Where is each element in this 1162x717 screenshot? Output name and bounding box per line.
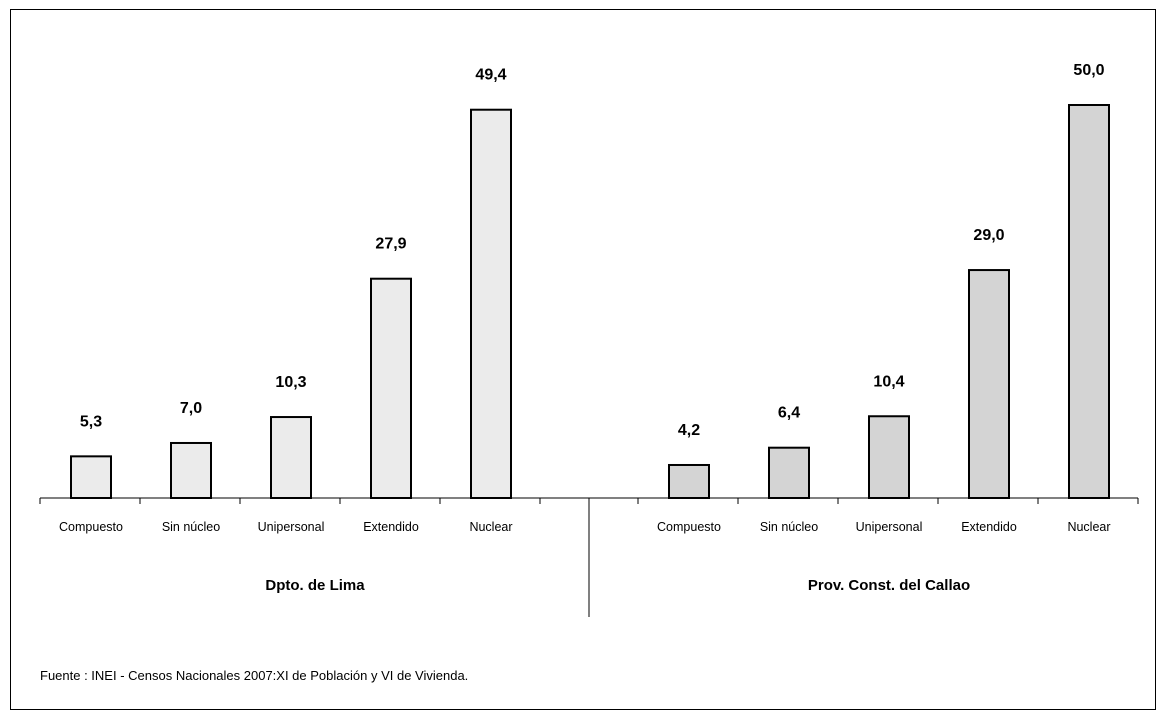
bar-unipersonal	[868, 415, 910, 500]
bar-sin-núcleo	[170, 441, 212, 500]
source-note: Fuente : INEI - Censos Nacionales 2007:X…	[40, 668, 469, 683]
bar-compuesto	[70, 455, 112, 500]
data-label: 10,3	[275, 374, 306, 391]
bar-unipersonal	[270, 416, 312, 499]
data-label: 5,3	[80, 413, 102, 430]
x-tick-label: Extendido	[363, 520, 419, 534]
x-tick-label: Nuclear	[1067, 520, 1110, 534]
bar-compuesto	[668, 463, 710, 500]
chart-frame	[10, 9, 1156, 710]
x-tick-label: Unipersonal	[258, 520, 325, 534]
x-tick-label: Nuclear	[469, 520, 512, 534]
group-label: Dpto. de Lima	[265, 577, 365, 594]
data-label: 7,0	[180, 400, 202, 417]
x-tick-label: Sin núcleo	[760, 520, 818, 534]
data-label: 4,2	[678, 422, 700, 439]
bar-nuclear	[470, 108, 512, 499]
data-label: 49,4	[475, 67, 506, 84]
bar-nuclear	[1068, 104, 1110, 499]
bar-extendido	[370, 277, 412, 499]
data-label: 6,4	[778, 405, 800, 422]
bar-sin-núcleo	[768, 446, 810, 500]
bar-extendido	[968, 269, 1010, 499]
data-label: 29,0	[973, 227, 1004, 244]
data-label: 50,0	[1073, 62, 1104, 79]
data-label: 10,4	[873, 373, 904, 390]
group-label: Prov. Const. del Callao	[808, 577, 970, 594]
x-tick-label: Compuesto	[657, 520, 721, 534]
x-tick-label: Extendido	[961, 520, 1017, 534]
x-tick-label: Compuesto	[59, 520, 123, 534]
x-tick-label: Unipersonal	[856, 520, 923, 534]
x-tick-label: Sin núcleo	[162, 520, 220, 534]
data-label: 27,9	[375, 236, 406, 253]
